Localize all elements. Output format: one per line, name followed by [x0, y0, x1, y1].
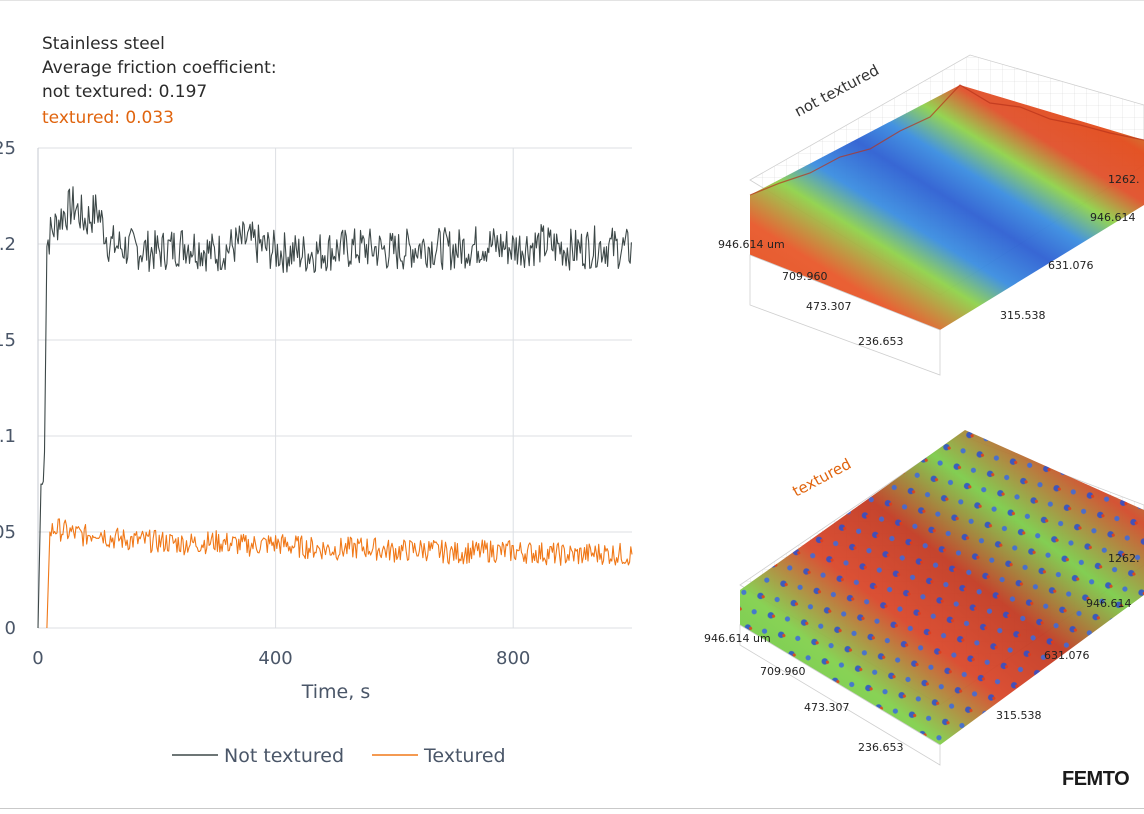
y-tick-label: .25: [0, 138, 16, 159]
y-tick-label: .05: [0, 522, 16, 543]
surface-axis-label: 709.960: [782, 270, 828, 283]
surface-axis-label: 946.614 um: [718, 238, 785, 251]
surface-ridge: [749, 84, 1144, 196]
x-tick-labels: 0 400 800: [32, 648, 530, 669]
y-tick-label: .2: [0, 234, 16, 255]
surface-axis-label: 236.653: [858, 741, 904, 754]
surface-axis-label: 1262.: [1108, 552, 1140, 565]
y-tick-labels: 0 .05 .1 .15 .2 .25: [0, 138, 16, 639]
surface-texture-dimples: [740, 430, 1144, 745]
not-textured-value: not textured: 0.197: [42, 82, 208, 102]
legend-label-not-textured: Not textured: [224, 745, 344, 767]
series-line-not-textured: [37, 186, 632, 629]
y-tick-label: .1: [0, 426, 16, 447]
y-tick-label: .15: [0, 330, 16, 351]
surface-axis-label: 946.614: [1090, 211, 1136, 224]
surface-plot-textured: textured 946.614 um 709.960 473.307 236.…: [704, 430, 1144, 766]
surface-title-not-textured: not textured: [791, 61, 882, 121]
femto-logo: FEMTO: [1062, 768, 1130, 791]
surface-axis-label: 473.307: [806, 300, 852, 313]
surface-axis-label: 946.614 um: [704, 632, 771, 645]
material-note: Stainless steel: [42, 34, 165, 54]
bottom-rule: [0, 808, 1144, 809]
surface-axis-label: 946.614: [1086, 597, 1132, 610]
x-tick-label: 400: [258, 648, 292, 669]
surface-front-box: [739, 624, 941, 766]
legend-label-textured: Textured: [423, 745, 506, 767]
x-tick-label: 0: [32, 648, 43, 669]
surface-not-textured: [750, 85, 1144, 330]
surface-axis-label: 709.960: [760, 665, 806, 678]
friction-heading: Average friction coefficient:: [42, 58, 277, 78]
series-lines: [37, 186, 633, 629]
friction-chart: 0 .05 .1 .15 .2 .25 0 400 800 Time, s Not textu…: [0, 138, 633, 767]
top-rule: [0, 0, 1144, 1]
femto-logo-text: FEMTO: [1062, 768, 1130, 790]
series-line-textured: [46, 518, 633, 629]
surface-title-textured: textured: [789, 455, 854, 501]
x-axis-label: Time, s: [301, 681, 370, 703]
legend: Not textured Textured: [172, 745, 506, 767]
surface-axis-label: 631.076: [1044, 649, 1090, 662]
x-tick-label: 800: [496, 648, 530, 669]
surface-plot-not-textured: not textured 946.614 um 709.960 473.307 …: [718, 54, 1144, 376]
surface-axis-label: 236.653: [858, 335, 904, 348]
surface-axis-label: 315.538: [996, 709, 1042, 722]
surface-axis-label: 631.076: [1048, 259, 1094, 272]
surface-axis-label: 1262.: [1108, 173, 1140, 186]
surface-axis-label: 315.538: [1000, 309, 1046, 322]
surface-axis-label: 473.307: [804, 701, 850, 714]
y-tick-label: 0: [5, 618, 16, 639]
textured-value: textured: 0.033: [42, 108, 174, 128]
surface-front-box: [749, 254, 941, 376]
